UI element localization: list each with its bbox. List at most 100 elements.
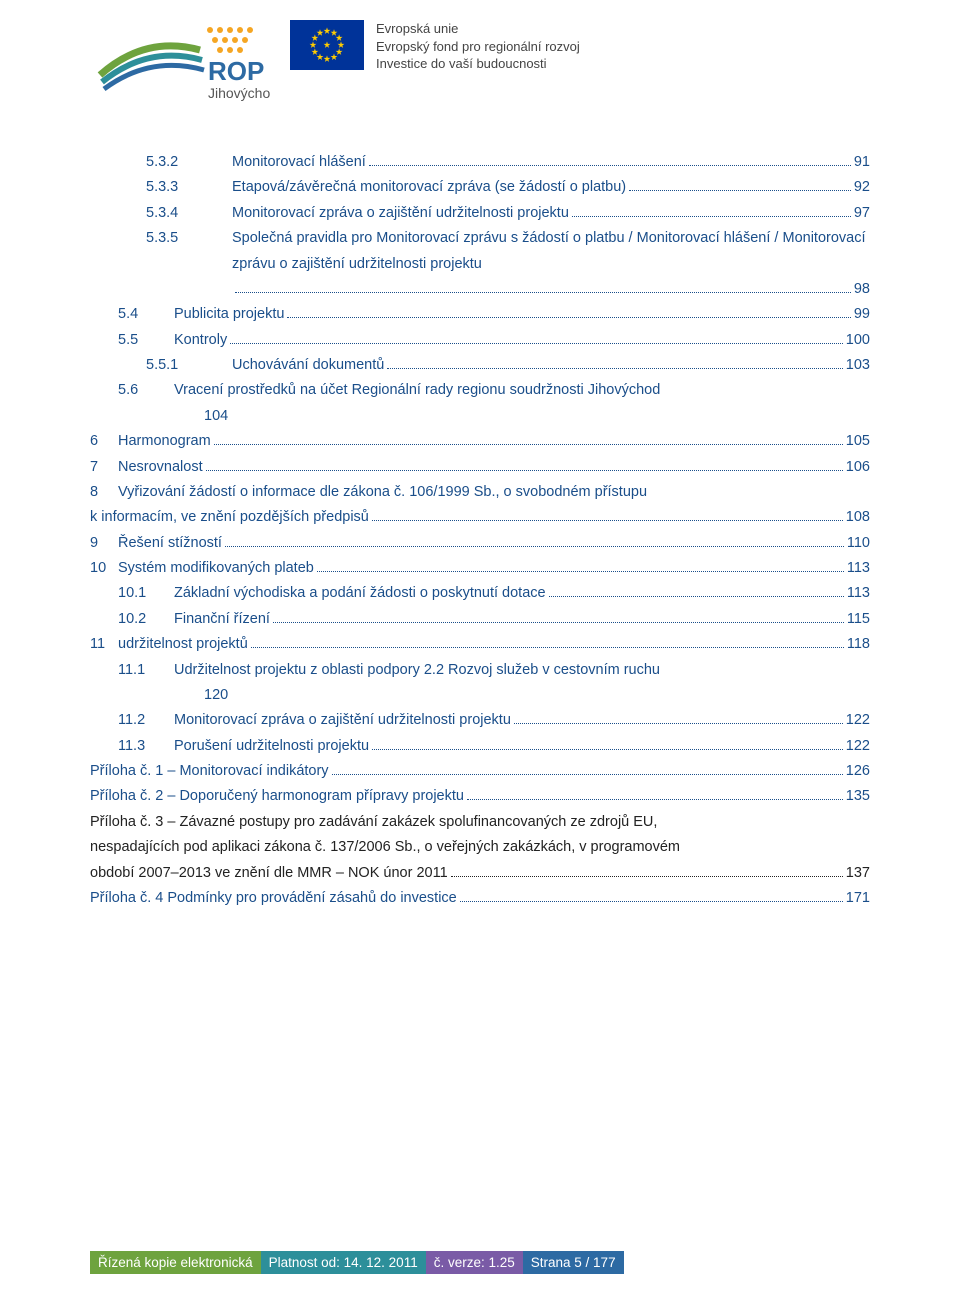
toc-title: Příloha č. 2 – Doporučený harmonogram př…: [90, 784, 464, 809]
toc-page: 118: [847, 632, 870, 657]
header: ROP Jihovýchod: [90, 20, 870, 110]
logo-rop-jihovychod: ROP Jihovýchod: [90, 20, 270, 110]
toc-title: Kontroly: [174, 328, 227, 353]
toc-entry[interactable]: 10Systém modifikovaných plateb 113: [90, 556, 870, 581]
toc-page: 103: [846, 353, 870, 378]
toc-page: 100: [846, 328, 870, 353]
toc-title: Udržitelnost projektu z oblasti podpory …: [174, 658, 660, 683]
toc-title: Vracení prostředků na účet Regionální ra…: [174, 378, 660, 403]
toc-title: Řešení stížností: [118, 531, 222, 556]
toc-number: 5.6: [118, 378, 174, 403]
toc-number: 5.3.5: [146, 226, 232, 251]
toc-title: Příloha č. 4 Podmínky pro provádění zása…: [90, 886, 457, 911]
toc-page: 108: [846, 505, 870, 530]
toc-entry[interactable]: 10.2Finanční řízení 115: [90, 607, 870, 632]
toc-title: období 2007–2013 ve znění dle MMR – NOK …: [90, 861, 448, 886]
toc-entry[interactable]: 5.4Publicita projektu99: [90, 302, 870, 327]
toc-entry[interactable]: 9Řešení stížností110: [90, 531, 870, 556]
eu-text: Evropská unie Evropský fond pro regionál…: [376, 20, 580, 73]
toc-page: 91: [854, 150, 870, 175]
toc-entry[interactable]: 6Harmonogram 105: [90, 429, 870, 454]
toc-entry[interactable]: 11.1Udržitelnost projektu z oblasti podp…: [90, 658, 870, 709]
toc-number: 10.1: [118, 581, 174, 606]
toc-entry[interactable]: 5.3.5Společná pravidla pro Monitorovací …: [90, 226, 870, 302]
toc-page: 126: [846, 759, 870, 784]
toc-entry[interactable]: 10.1Základní východiska a podání žádosti…: [90, 581, 870, 606]
toc-entry[interactable]: Příloha č. 4 Podmínky pro provádění zása…: [90, 886, 870, 911]
svg-text:ROP: ROP: [208, 56, 264, 86]
toc-title: Etapová/závěrečná monitorovací zpráva (s…: [232, 175, 626, 200]
toc-page: 122: [846, 708, 870, 733]
eu-flag-icon: [290, 20, 364, 70]
toc-entry[interactable]: 5.6Vracení prostředků na účet Regionální…: [90, 378, 870, 429]
toc-entry[interactable]: 11udržitelnost projektů 118: [90, 632, 870, 657]
page: ROP Jihovýchod: [0, 0, 960, 1314]
toc-page: 99: [854, 302, 870, 327]
toc-number: 11.1: [118, 658, 174, 683]
toc-entry[interactable]: 8Vyřizování žádostí o informace dle záko…: [90, 480, 870, 505]
toc-title: Harmonogram: [118, 429, 211, 454]
toc-number: 10.2: [118, 607, 174, 632]
toc-number: 5.5: [118, 328, 174, 353]
toc-page: 113: [847, 581, 870, 606]
toc-entry[interactable]: 5.3.2Monitorovací hlášení 91: [90, 150, 870, 175]
eu-line-1: Evropská unie: [376, 20, 580, 38]
toc-number: 5.3.2: [146, 150, 232, 175]
toc-entry[interactable]: nespadajících pod aplikaci zákona č. 137…: [90, 835, 870, 860]
toc-number: 6: [90, 429, 118, 454]
toc-title: Monitorovací hlášení: [232, 150, 366, 175]
toc-title: udržitelnost projektů: [118, 632, 248, 657]
eu-block: Evropská unie Evropský fond pro regionál…: [290, 20, 580, 73]
footer-page-num: Strana 5 / 177: [523, 1251, 624, 1274]
toc-number: 7: [90, 455, 118, 480]
toc-entry[interactable]: Příloha č. 2 – Doporučený harmonogram př…: [90, 784, 870, 809]
toc-number: 5.4: [118, 302, 174, 327]
toc-entry[interactable]: 11.2Monitorovací zpráva o zajištění udrž…: [90, 708, 870, 733]
toc-page: 113: [847, 556, 870, 581]
toc-entry[interactable]: 5.5.1Uchovávání dokumentů 103: [90, 353, 870, 378]
toc-entry[interactable]: 5.3.3Etapová/závěrečná monitorovací zprá…: [90, 175, 870, 200]
toc-page: 137: [846, 861, 870, 886]
toc-entry[interactable]: 7Nesrovnalost 106: [90, 455, 870, 480]
toc-number: 11.3: [118, 734, 174, 759]
toc-title: Monitorovací zpráva o zajištění udržitel…: [232, 201, 569, 226]
toc-page: 98: [854, 277, 870, 302]
toc-title: Systém modifikovaných plateb: [118, 556, 314, 581]
toc-page: 122: [846, 734, 870, 759]
toc-page: 97: [854, 201, 870, 226]
toc-title: Finanční řízení: [174, 607, 270, 632]
toc-entry[interactable]: Příloha č. 1 – Monitorovací indikátory 12…: [90, 759, 870, 784]
toc-number: 5.3.4: [146, 201, 232, 226]
toc-entry[interactable]: období 2007–2013 ve znění dle MMR – NOK …: [90, 861, 870, 886]
toc-page: 120: [204, 683, 228, 708]
toc-page: 105: [846, 429, 870, 454]
footer-valid-from: Platnost od: 14. 12. 2011: [261, 1251, 426, 1274]
toc-page: 106: [846, 455, 870, 480]
toc-number: 8: [90, 480, 118, 505]
toc-page: 110: [847, 531, 870, 556]
footer-version: č. verze: 1.25: [426, 1251, 523, 1274]
toc-title: Vyřizování žádostí o informace dle zákon…: [118, 480, 647, 505]
eu-line-2: Evropský fond pro regionální rozvoj: [376, 38, 580, 56]
toc-title: k informacím, ve znění pozdějších předpi…: [90, 505, 369, 530]
toc-title: Příloha č. 1 – Monitorovací indikátory: [90, 759, 329, 784]
toc-page: 104: [204, 404, 228, 429]
toc-page: 115: [847, 607, 870, 632]
toc-number: 11: [90, 632, 118, 657]
toc-title: Uchovávání dokumentů: [232, 353, 384, 378]
toc-page: 171: [846, 886, 870, 911]
toc-number: 10: [90, 556, 118, 581]
toc-entry[interactable]: 5.3.4Monitorovací zpráva o zajištění udr…: [90, 201, 870, 226]
toc-entry[interactable]: 11.3Porušení udržitelnosti projektu122: [90, 734, 870, 759]
toc-entry[interactable]: Příloha č. 3 – Závazné postupy pro zadáv…: [90, 810, 870, 835]
toc-entry[interactable]: 5.5Kontroly 100: [90, 328, 870, 353]
footer-copy-type: Řízená kopie elektronická: [90, 1251, 261, 1274]
footer-bar: Řízená kopie elektronická Platnost od: 1…: [90, 1251, 870, 1274]
toc-title: Nesrovnalost: [118, 455, 203, 480]
eu-line-3: Investice do vaší budoucnosti: [376, 55, 580, 73]
toc-title: Společná pravidla pro Monitorovací zpráv…: [232, 226, 870, 277]
toc-page: 92: [854, 175, 870, 200]
toc-page: 135: [846, 784, 870, 809]
toc-entry[interactable]: k informacím, ve znění pozdějších předpi…: [90, 505, 870, 530]
toc-number: 5.5.1: [146, 353, 232, 378]
